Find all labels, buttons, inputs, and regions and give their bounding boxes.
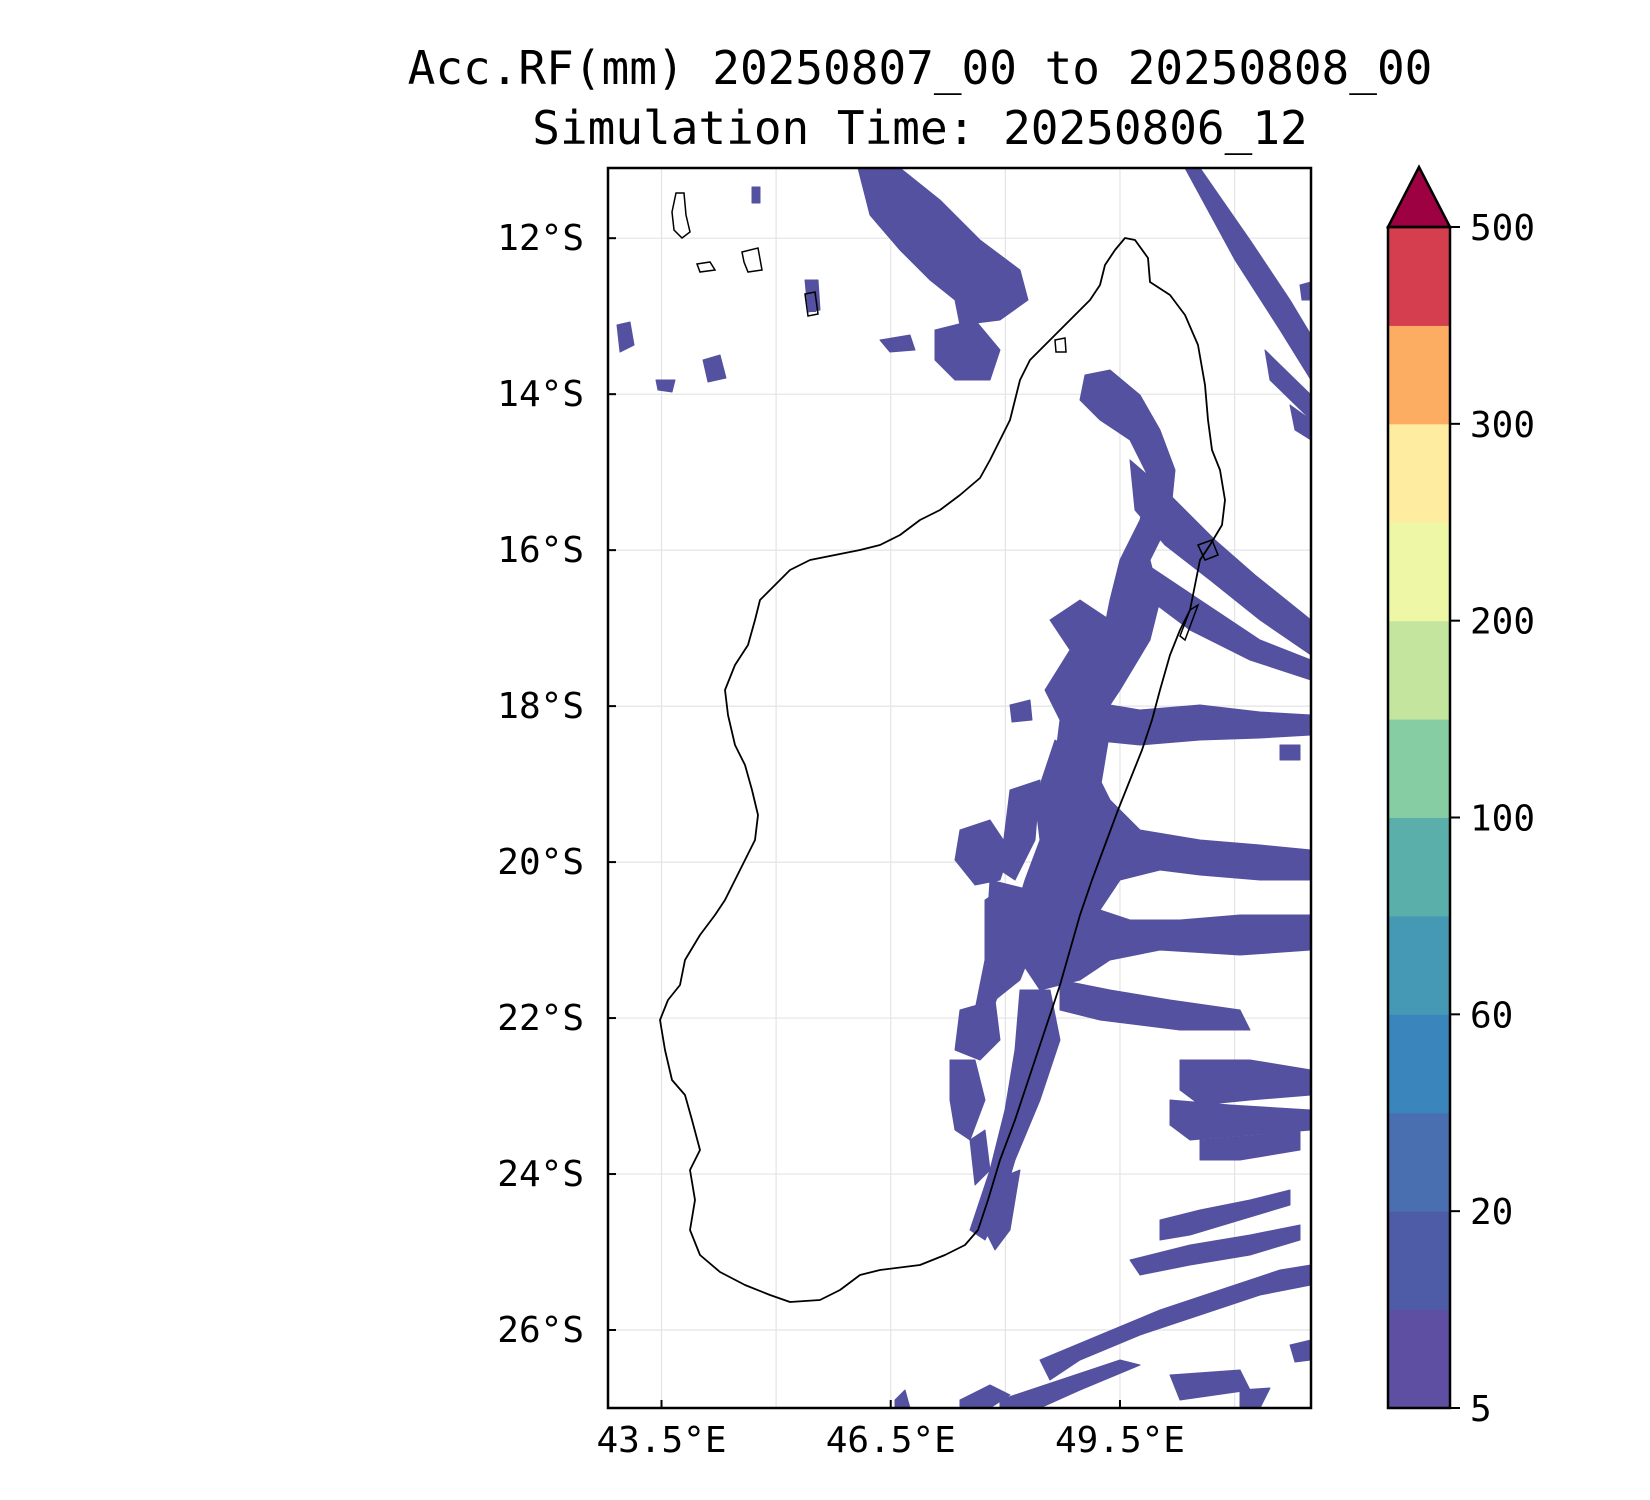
rain-area [1299,281,1311,301]
island-coastline [695,261,717,273]
colorbar-band [1388,620,1450,720]
colorbar-band [1388,1112,1450,1212]
title-line-1: Acc.RF(mm) 20250807_00 to 20250808_00 [407,41,1433,95]
lon-tick-label: 49.5°E [1055,1420,1185,1461]
rain-area [894,1389,911,1408]
rain-area [954,999,1001,1061]
rain-area [1289,1339,1311,1363]
rain-area [1179,1059,1311,1106]
lat-tick-label: 16°S [497,530,584,571]
island-coastline [1196,539,1219,561]
lat-tick-label: 14°S [497,374,584,415]
rain-area [751,186,761,204]
colorbar-ticks: 5 20 60 100 200 300 500 [1450,208,1535,1430]
rain-area [1049,684,1063,703]
rain-area [959,1384,1011,1408]
colorbar-extend-triangle [1385,164,1453,229]
colorbar-bands [1388,227,1450,1409]
map-title: Acc.RF(mm) 20250807_00 to 20250808_00 Si… [340,38,1500,158]
rain-area [1239,1387,1271,1408]
colorbar-band [1388,423,1450,523]
madagascar-coastline [659,237,1226,1303]
coastline [659,192,1226,1303]
rain-area [934,319,1001,381]
lat-tick-label: 12°S [497,218,584,259]
lat-tick-label: 18°S [497,686,584,727]
rain-area [969,1129,991,1186]
colorbar-band [1388,522,1450,622]
rain-area [616,321,635,353]
rain-area [1139,559,1311,681]
latitude-tick-labels: 12°S 14°S 16°S 18°S 20°S 22°S 24°S 26°S [497,218,616,1351]
title-line-2: Simulation Time: 20250806_12 [532,101,1308,155]
rain-area [857,168,1029,326]
longitude-tick-labels: 43.5°E 46.5°E 49.5°E [596,1400,1185,1461]
rain-area [879,334,916,353]
colorbar-tick-label: 60 [1470,995,1513,1036]
rain-area [984,1169,1021,1251]
rain-area [954,819,1011,886]
rain-area [1289,404,1311,441]
rain-area [1079,699,1311,746]
colorbar-band [1388,1211,1450,1311]
rainfall-shading [616,168,1311,1408]
colorbar-band [1388,1309,1450,1409]
rain-area [1199,1129,1301,1161]
island-coastline [1054,337,1067,353]
colorbar-tick-label: 300 [1470,405,1535,446]
rain-area [1059,979,1251,1031]
colorbar-band [1388,817,1450,917]
colorbar-band [1388,719,1450,818]
lon-tick-label: 43.5°E [596,1420,726,1461]
island-coastline [804,291,819,317]
colorbar-band [1388,1014,1450,1114]
colorbar-band [1388,325,1450,425]
gridlines [608,168,1311,1408]
rain-area [1264,349,1311,421]
lon-tick-label: 46.5°E [826,1420,956,1461]
lat-tick-label: 24°S [497,1154,584,1195]
island-coastline [671,192,691,239]
colorbar-tick-label: 200 [1470,602,1535,643]
colorbar-band [1388,227,1450,326]
rain-area [1009,699,1033,723]
rain-area [702,354,727,383]
rain-area [1279,744,1301,761]
rain-area [1129,1224,1301,1276]
island-coastline [741,247,763,273]
colorbar-band [1388,915,1450,1015]
rain-area [1039,1264,1311,1381]
map-frame [606,166,1313,1410]
rain-area [655,379,676,393]
colorbar-tick-label: 500 [1470,208,1535,249]
rain-area [1159,1189,1291,1241]
rain-area [1129,459,1311,656]
island-coastline [1179,603,1200,642]
colorbar-tick-label: 5 [1470,1389,1492,1430]
colorbar-tick-label: 20 [1470,1192,1513,1233]
lat-tick-label: 22°S [497,998,584,1039]
rain-area [999,779,1041,881]
rain-area [806,296,816,312]
rain-area [999,1359,1141,1408]
colorbar-tick-label: 100 [1470,799,1535,840]
lat-tick-label: 20°S [497,842,584,883]
lat-tick-label: 26°S [497,1310,584,1351]
rain-area [1184,168,1311,381]
